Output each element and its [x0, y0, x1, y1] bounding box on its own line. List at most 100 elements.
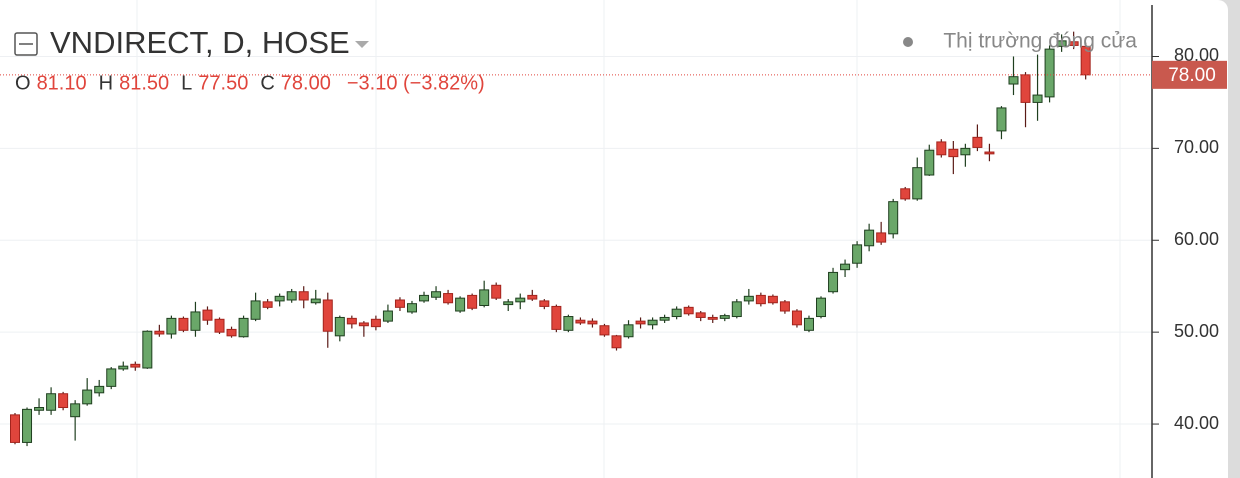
- candle-body: [431, 291, 442, 298]
- candle-body: [731, 301, 742, 318]
- candle-body: [214, 318, 225, 333]
- legend-value: 81.50: [119, 72, 169, 94]
- candle-body: [539, 300, 550, 307]
- candle-body: [587, 320, 598, 325]
- market-status: Thị trường đóng cửa: [943, 30, 1137, 53]
- candle-body: [106, 368, 117, 387]
- candle-body: [202, 309, 213, 321]
- candle-body: [767, 295, 778, 304]
- candle-body: [346, 317, 357, 325]
- candle-body: [515, 297, 526, 303]
- y-tick-label: 70.00: [1174, 137, 1219, 157]
- candle-body: [671, 308, 682, 318]
- candle-body: [635, 320, 646, 325]
- last-price-label: 78.00: [1168, 65, 1216, 86]
- candle-body: [250, 300, 261, 320]
- chart-title: VNDIRECT, D, HOSE: [50, 25, 350, 60]
- legend-value: 81.10: [37, 72, 87, 94]
- candle-body: [960, 147, 971, 156]
- candle-body: [996, 107, 1007, 132]
- candle-body: [803, 317, 814, 331]
- candle-body: [262, 301, 273, 308]
- candle-body: [900, 188, 911, 200]
- candle-body: [876, 232, 887, 243]
- candle-body: [779, 301, 790, 312]
- candle-body: [623, 324, 634, 338]
- legend-key: O: [15, 72, 31, 94]
- candle-body: [707, 316, 718, 320]
- legend-key: H: [99, 72, 113, 94]
- candle-body: [46, 393, 57, 411]
- legend-key: C: [260, 72, 274, 94]
- candle-body: [118, 365, 129, 370]
- y-tick-label: 50.00: [1174, 321, 1219, 341]
- candle-body: [142, 330, 153, 369]
- candle-body: [503, 301, 514, 306]
- legend-key: L: [181, 72, 192, 94]
- ohlc-legend: O 81.10 H 81.50 L 77.50 C 78.00 −3.10 (−3.82%): [15, 72, 485, 94]
- candle-body: [599, 325, 610, 336]
- candle-body: [443, 293, 454, 304]
- candle-body: [238, 317, 249, 338]
- candle-body: [683, 306, 694, 315]
- candle-body: [274, 295, 285, 302]
- candle-body: [1056, 40, 1067, 47]
- candle-body: [828, 271, 839, 293]
- candle-body: [370, 318, 381, 328]
- candle-body: [719, 315, 730, 319]
- candle-body: [82, 389, 93, 405]
- candle-body: [936, 141, 947, 156]
- candle-body: [479, 289, 490, 307]
- candle-body: [1068, 41, 1079, 46]
- candle-body: [419, 294, 430, 302]
- candle-body: [334, 316, 345, 337]
- candle-body: [563, 316, 574, 331]
- candle-body: [22, 408, 33, 443]
- candle-body: [178, 317, 189, 331]
- candle-body: [226, 328, 237, 337]
- candle-body: [70, 403, 81, 418]
- grid: [0, 55, 1159, 425]
- candle-body: [695, 312, 706, 318]
- candle-body: [984, 151, 995, 155]
- y-tick-label: 60.00: [1174, 229, 1219, 249]
- candle-body: [791, 310, 802, 326]
- candle-body: [611, 335, 622, 349]
- candle-body: [1044, 48, 1055, 98]
- candle-body: [864, 229, 875, 247]
- candle-body: [527, 294, 538, 300]
- candle-body: [322, 299, 333, 332]
- candle-body: [647, 319, 658, 326]
- candle-body: [1032, 94, 1043, 103]
- candle-body: [755, 294, 766, 305]
- candle-body: [659, 316, 670, 321]
- candle-body: [743, 295, 754, 302]
- candle-body: [924, 149, 935, 176]
- dropdown-caret[interactable]: [355, 41, 369, 48]
- candle-body: [1080, 45, 1091, 76]
- y-tick-label: 80.00: [1174, 45, 1219, 65]
- candle-body: [58, 393, 69, 409]
- status-dot: [903, 37, 913, 47]
- candle-body: [551, 305, 562, 330]
- candle-body: [948, 148, 959, 158]
- candle-body: [286, 291, 297, 301]
- candle-body: [1008, 76, 1019, 85]
- candle-body: [190, 311, 201, 331]
- candle-body: [972, 136, 983, 148]
- candle-body: [394, 299, 405, 308]
- candle-body: [840, 263, 851, 271]
- candle-body: [912, 167, 923, 200]
- candle-body: [166, 317, 177, 335]
- candle-body: [154, 330, 165, 335]
- candles: [0, 31, 1152, 447]
- legend-change: −3.10 (−3.82%): [347, 72, 485, 94]
- candle-body: [852, 244, 863, 264]
- candle-body: [10, 414, 20, 443]
- candle-body: [310, 298, 321, 304]
- candle-body: [406, 303, 417, 313]
- last-price-box: [1152, 60, 1227, 89]
